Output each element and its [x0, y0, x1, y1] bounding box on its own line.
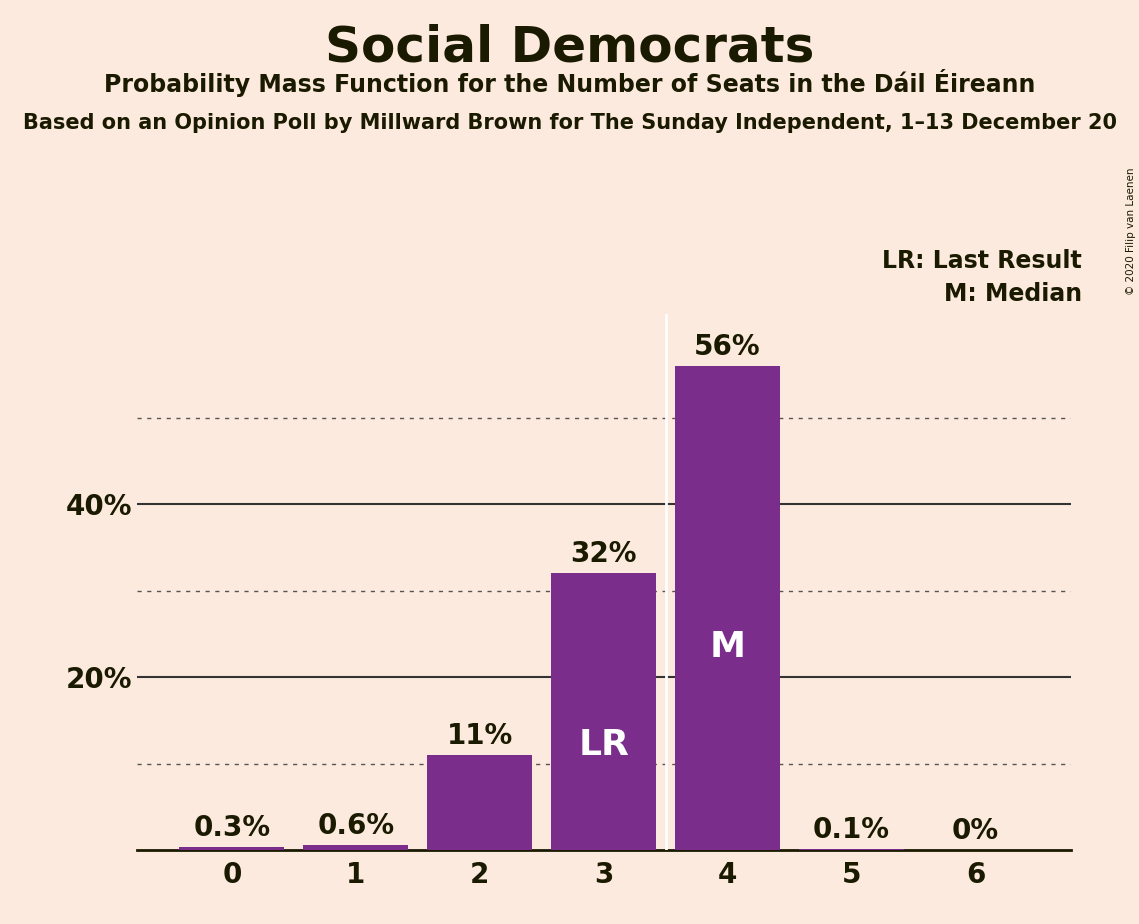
Bar [551, 574, 656, 850]
Text: M: M [710, 630, 746, 663]
Bar [303, 845, 409, 850]
Bar [427, 755, 532, 850]
Text: 0.1%: 0.1% [813, 816, 890, 844]
Text: 32%: 32% [571, 541, 637, 568]
Bar [179, 847, 285, 850]
Text: M: Median: M: Median [944, 282, 1082, 306]
Text: 56%: 56% [695, 333, 761, 361]
Bar [675, 366, 780, 850]
Text: 0.3%: 0.3% [194, 814, 270, 843]
Text: 0%: 0% [952, 817, 999, 845]
Text: 0.6%: 0.6% [317, 811, 394, 840]
Text: Social Democrats: Social Democrats [325, 23, 814, 71]
Text: LR: LR [579, 728, 629, 762]
Text: Probability Mass Function for the Number of Seats in the Dáil Éireann: Probability Mass Function for the Number… [104, 69, 1035, 97]
Text: Based on an Opinion Poll by Millward Brown for The Sunday Independent, 1–13 Dece: Based on an Opinion Poll by Millward Bro… [23, 113, 1116, 133]
Text: 11%: 11% [446, 722, 513, 749]
Text: LR: Last Result: LR: Last Result [883, 249, 1082, 274]
Text: © 2020 Filip van Laenen: © 2020 Filip van Laenen [1126, 167, 1136, 295]
